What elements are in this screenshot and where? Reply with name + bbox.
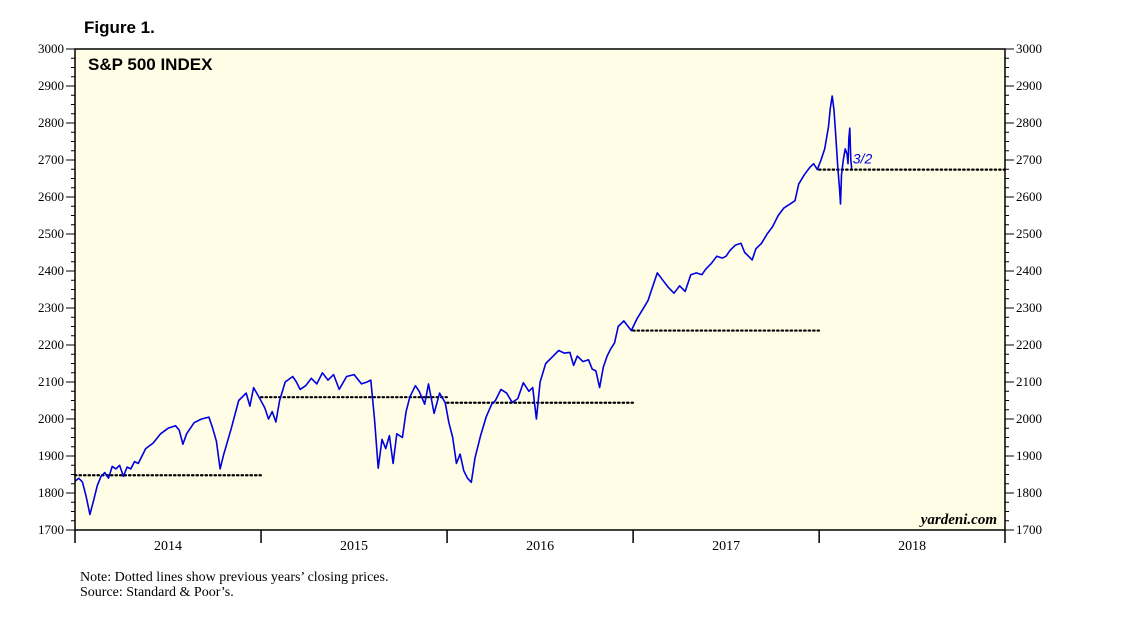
y-tick-label-right: 1700 — [1016, 522, 1042, 537]
x-tick-label-2015: 2015 — [340, 539, 368, 554]
x-tick-label-2018: 2018 — [898, 539, 926, 554]
series-line-1 — [74, 95, 853, 516]
x-tick-label-2017: 2017 — [712, 539, 740, 554]
figure-label: Figure 1. — [84, 18, 155, 37]
series-layer — [74, 95, 853, 516]
y-tick-label-right: 2700 — [1016, 152, 1042, 167]
y-tick-label-right: 2200 — [1016, 337, 1042, 352]
y-tick-label-right: 2500 — [1016, 226, 1042, 241]
plot-area — [75, 49, 1005, 530]
y-tick-label-right: 3000 — [1016, 41, 1042, 56]
y-tick-label-right: 2600 — [1016, 189, 1042, 204]
y-tick-label-left: 3000 — [38, 41, 64, 56]
watermark: yardeni.com — [919, 512, 997, 528]
y-tick-label-right: 1800 — [1016, 485, 1042, 500]
y-tick-label-left: 2300 — [38, 300, 64, 315]
footnote-source: Source: Standard & Poor’s. — [80, 585, 234, 600]
y-tick-label-left: 1800 — [38, 485, 64, 500]
y-tick-label-left: 2400 — [38, 263, 64, 278]
chart-title: S&P 500 INDEX — [88, 55, 213, 74]
date-annotation: 3/2 — [853, 150, 873, 166]
y-tick-label-left: 2500 — [38, 226, 64, 241]
y-tick-label-left: 2000 — [38, 411, 64, 426]
y-tick-label-left: 2700 — [38, 152, 64, 167]
y-tick-label-right: 2000 — [1016, 411, 1042, 426]
x-tick-label-2014: 2014 — [154, 539, 182, 554]
footnote-note: Note: Dotted lines show previous years’ … — [80, 570, 389, 585]
x-tick-label-2016: 2016 — [526, 539, 554, 554]
y-tick-label-right: 2100 — [1016, 374, 1042, 389]
y-tick-label-left: 2100 — [38, 374, 64, 389]
y-tick-label-left: 2800 — [38, 115, 64, 130]
x-axis: 2014 2015 2016 2017 2018 — [74, 530, 1006, 554]
y-tick-label-right: 2900 — [1016, 78, 1042, 93]
footnotes: Note: Dotted lines show previous years’ … — [80, 570, 388, 600]
y-tick-label-left: 2600 — [38, 189, 64, 204]
y-tick-label-right: 2800 — [1016, 115, 1042, 130]
y-tick-label-left: 1900 — [38, 448, 64, 463]
y-tick-label-left: 1700 — [38, 522, 64, 537]
y-tick-label-right: 2400 — [1016, 263, 1042, 278]
y-tick-label-left: 2900 — [38, 78, 64, 93]
y-tick-label-right: 1900 — [1016, 448, 1042, 463]
y-tick-label-left: 2200 — [38, 337, 64, 352]
y-axes: 1700 1700 1800 1800 1900 1900 2000 2000 2100 2100… — [38, 41, 1042, 537]
y-tick-label-right: 2300 — [1016, 300, 1042, 315]
